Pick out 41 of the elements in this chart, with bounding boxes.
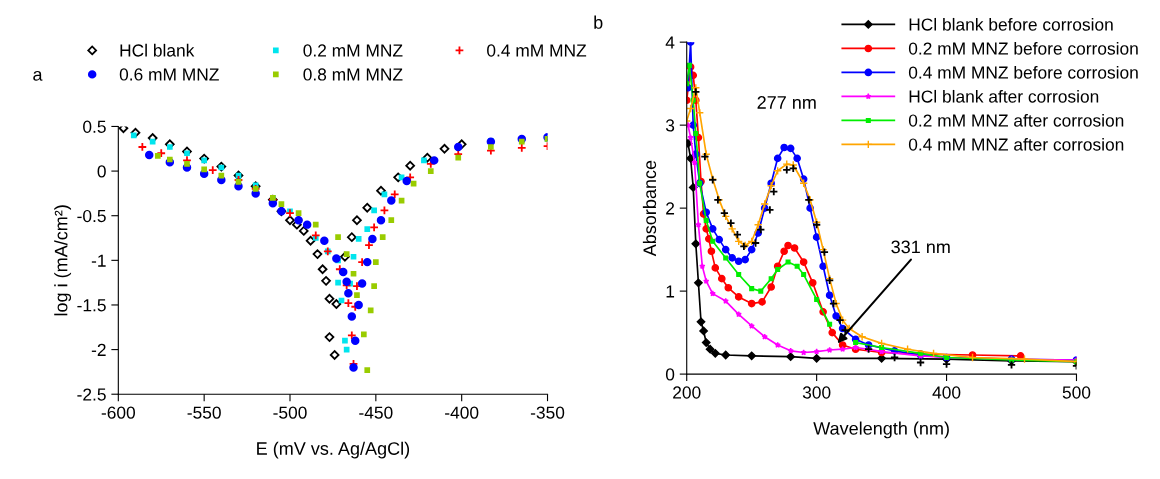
y-axis-title: log i (mA/cm²)	[54, 205, 72, 316]
legend-label: 0.6 mM MNZ	[119, 68, 219, 81]
y-axis-title: Absorbance	[642, 160, 657, 257]
x-axis-title: Wavelength (nm)	[813, 421, 949, 439]
annotation: 331 nm	[891, 240, 950, 254]
legend-label: 0.2 mM MNZ before corrosion	[908, 41, 1138, 55]
y-tick-label: 1	[666, 285, 675, 298]
annotation: 277 nm	[757, 96, 816, 109]
x-tick-label: 200	[673, 386, 701, 399]
y-tick-label: 3	[665, 119, 675, 132]
legend-label: 0.4 mM MNZ after corrosion	[908, 137, 1124, 151]
text: b	[594, 15, 603, 29]
x-tick-label: 400	[932, 386, 961, 399]
y-tick-label: -1	[91, 254, 106, 267]
y-tick-label: -2.5	[77, 388, 106, 401]
text: a	[33, 70, 43, 81]
legend-label: 0.4 mM MNZ	[487, 44, 587, 57]
x-tick-label: -550	[187, 406, 221, 419]
x-axis-title: E (mV vs. Ag/AgCl)	[257, 441, 410, 459]
y-tick-label: -0.5	[77, 209, 106, 223]
y-tick-label: 0	[665, 368, 675, 381]
x-tick-label: -350	[530, 406, 565, 419]
x-tick-label: -600	[101, 406, 136, 419]
x-tick-label: -400	[445, 406, 479, 419]
x-tick-label: -450	[359, 406, 393, 419]
y-tick-label: -1.5	[77, 299, 106, 312]
x-tick-label: 300	[802, 386, 831, 399]
x-tick-label: -500	[273, 406, 307, 419]
legend-label: 0.2 mM MNZ	[303, 44, 403, 57]
legend-label: HCl blank before corrosion	[909, 17, 1113, 31]
y-tick-label: 4	[665, 36, 675, 49]
x-tick-label: 500	[1062, 386, 1091, 399]
legend-label: HCl blank after corrosion	[909, 89, 1099, 103]
legend-label: 0.2 mM MNZ after corrosion	[908, 113, 1124, 127]
y-tick-label: 0	[97, 165, 106, 178]
y-tick-label: -2	[91, 343, 106, 356]
legend-label: HCl blank	[120, 43, 195, 57]
y-tick-label: 2	[666, 202, 675, 215]
legend-label: 0.4 mM MNZ before corrosion	[908, 65, 1138, 79]
y-tick-label: 0.5	[83, 120, 106, 133]
legend-label: 0.8 mM MNZ	[303, 68, 403, 81]
